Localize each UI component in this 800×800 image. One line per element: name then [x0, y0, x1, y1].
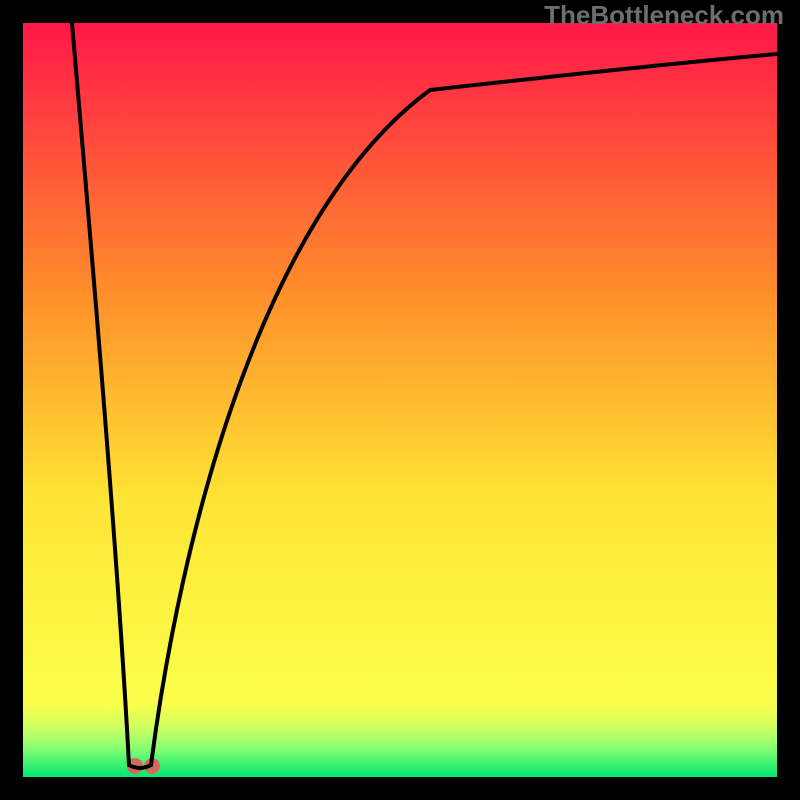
gradient-background: [23, 23, 777, 777]
plot-area: [23, 23, 777, 777]
chart-canvas: TheBottleneck.com: [0, 0, 800, 800]
watermark-text: TheBottleneck.com: [544, 0, 784, 31]
gradient-upper: [23, 23, 777, 702]
gradient-lower: [23, 702, 777, 777]
